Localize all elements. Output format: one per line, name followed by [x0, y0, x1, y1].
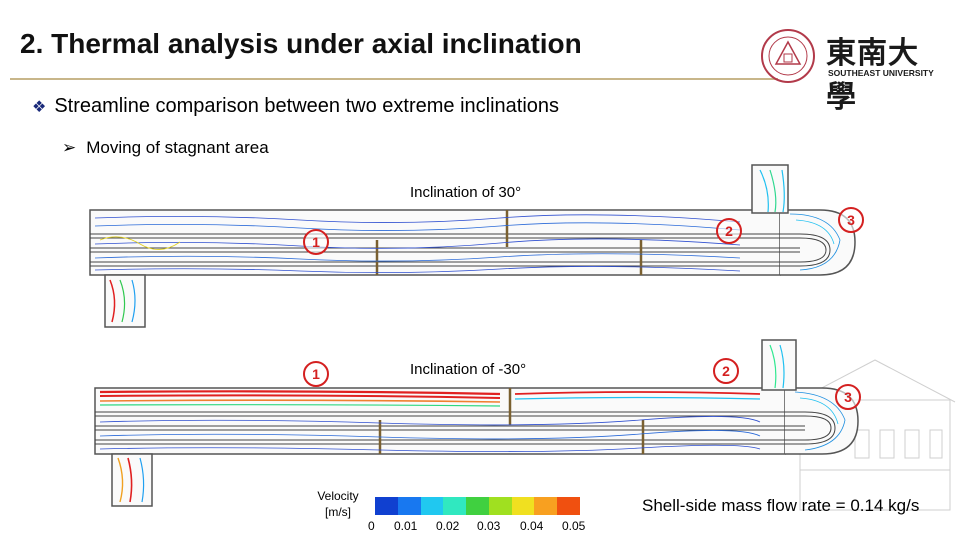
marker-top-2: 2: [716, 218, 742, 244]
marker-bottom-2: 2: [713, 358, 739, 384]
velocity-legend-title-line2: [m/s]: [325, 505, 351, 519]
bullet-stagnant: ➢ Moving of stagnant area: [62, 138, 269, 158]
title-divider: [10, 78, 778, 80]
inclination-bottom-label: Inclination of -30°: [410, 361, 527, 378]
marker-top-1: 1: [303, 229, 329, 255]
slide-title: 2. Thermal analysis under axial inclinat…: [20, 28, 582, 59]
legend-tick: 0.04: [520, 519, 544, 533]
legend-color-swatch: [488, 497, 512, 515]
legend-color-swatch: [534, 497, 558, 515]
diamond-bullet-icon: ❖: [32, 99, 47, 116]
legend-color-swatch: [375, 497, 398, 515]
seal-icon: [761, 29, 815, 83]
velocity-legend-title-line1: Velocity: [317, 489, 359, 503]
legend-tick: 0.05: [562, 519, 586, 533]
legend-color-swatch: [397, 497, 421, 515]
inclination-top-label: Inclination of 30°: [410, 184, 522, 201]
marker-bottom-1: 1: [303, 361, 329, 387]
legend-tick: 0.01: [394, 519, 418, 533]
bullet-streamline-text: Streamline comparison between two extrem…: [54, 95, 560, 117]
legend-color-swatch: [557, 497, 581, 515]
marker-bottom-3: 3: [835, 384, 861, 410]
bullet-streamline: ❖ Streamline comparison between two extre…: [32, 95, 559, 118]
velocity-color-bar: [375, 497, 581, 515]
legend-tick: 0: [368, 519, 375, 533]
legend-tick: 0.02: [436, 519, 460, 533]
logo-text: 東南大學: [826, 36, 919, 115]
arrow-bullet-icon: ➢: [62, 138, 77, 157]
bullet-stagnant-text: Moving of stagnant area: [86, 138, 269, 157]
university-logo: 東南大學 SOUTHEAST UNIVERSITY: [758, 20, 948, 115]
logo-subtext: SOUTHEAST UNIVERSITY: [828, 68, 934, 78]
legend-color-swatch: [420, 497, 444, 515]
legend-tick: 0.03: [477, 519, 501, 533]
mass-flow-note: Shell-side mass flow rate = 0.14 kg/s: [642, 496, 920, 515]
marker-top-3: 3: [838, 207, 864, 233]
legend-color-swatch: [443, 497, 467, 515]
figure-bottom-geometry: [94, 339, 859, 507]
legend-color-swatch: [466, 497, 489, 515]
figure-top-geometry: [89, 164, 856, 328]
legend-color-swatch: [511, 497, 535, 515]
velocity-legend-title: Velocity [m/s]: [312, 488, 364, 520]
